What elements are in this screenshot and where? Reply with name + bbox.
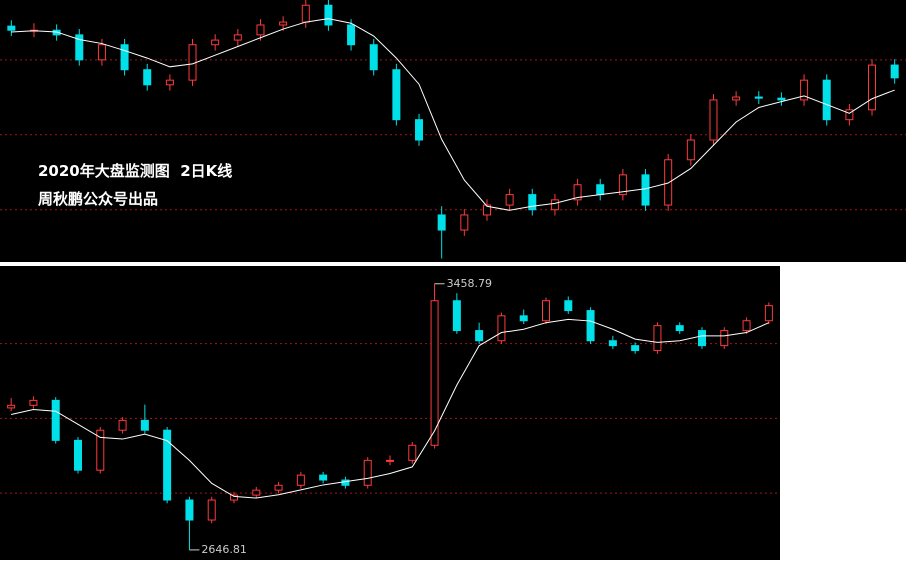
- candle-body: [608, 340, 617, 347]
- candle-body: [252, 489, 261, 496]
- top-panel: [0, 0, 906, 262]
- bottom-panel: [0, 266, 780, 560]
- candle-body: [363, 459, 372, 486]
- candle-body: [140, 419, 149, 431]
- candle-body: [497, 315, 506, 342]
- candle-body: [550, 199, 559, 211]
- candle-body: [143, 69, 152, 86]
- candle-body: [732, 96, 741, 101]
- candle-body: [7, 404, 16, 409]
- bottom-chart: 3458.79 2646.81: [0, 277, 780, 556]
- candle-body: [319, 474, 328, 481]
- candle-body: [845, 109, 854, 121]
- candle-body: [742, 320, 751, 332]
- candle-body: [296, 474, 305, 486]
- candle-body: [618, 174, 627, 196]
- candle-body: [482, 204, 491, 216]
- candle-body: [386, 459, 394, 462]
- candle-body: [686, 139, 695, 161]
- candle-body: [528, 194, 537, 211]
- candle-body: [97, 44, 106, 61]
- candle-body: [51, 399, 60, 441]
- candle-body: [118, 419, 127, 431]
- candle-body: [408, 444, 417, 461]
- candle-body: [256, 24, 265, 36]
- chart-title: 2020年大盘监测图 2日K线: [38, 162, 232, 180]
- candle-body: [96, 429, 105, 471]
- candle-body: [675, 325, 684, 332]
- candle-body: [165, 79, 174, 86]
- candle-body: [430, 300, 439, 446]
- top-chart: [0, 0, 906, 259]
- candle-body: [7, 25, 16, 31]
- candle-body: [777, 97, 786, 101]
- candle-body: [542, 300, 550, 322]
- ma-line: [11, 318, 770, 499]
- candle-body: [75, 34, 84, 61]
- candle-body: [868, 64, 877, 111]
- candle-body: [596, 184, 605, 196]
- candle-body: [52, 29, 61, 36]
- candle-body: [720, 330, 729, 347]
- candle-body: [185, 499, 194, 521]
- candle-body: [211, 39, 220, 46]
- candle-body: [698, 330, 706, 347]
- candle-body: [754, 96, 763, 99]
- candle-body: [822, 79, 831, 121]
- candle-body: [324, 4, 333, 26]
- candle-body: [279, 21, 288, 26]
- candle-body: [800, 79, 809, 101]
- candle-body: [475, 330, 484, 342]
- candle-body: [460, 214, 469, 231]
- candle-body: [207, 499, 216, 521]
- candle-body: [392, 69, 401, 121]
- candle-body: [631, 345, 640, 352]
- candle-body: [573, 184, 582, 201]
- candle-body: [74, 439, 82, 471]
- candle-body: [586, 310, 595, 342]
- candle-body: [230, 494, 238, 501]
- candle-body: [764, 305, 773, 322]
- candle-body: [163, 429, 172, 501]
- candle-body: [369, 44, 378, 71]
- candle-body: [653, 325, 662, 352]
- candle-body: [709, 99, 718, 141]
- candle-body: [120, 44, 129, 71]
- candle-body: [233, 34, 242, 41]
- candle-body: [505, 194, 514, 206]
- candle-body: [347, 24, 356, 46]
- candle-body: [29, 399, 38, 406]
- candle-body: [641, 174, 650, 206]
- candle-body: [519, 315, 528, 322]
- candle-body: [415, 119, 424, 141]
- candle-body: [437, 214, 446, 231]
- candle-body: [452, 300, 461, 332]
- chart-subtitle: 周秋鹏公众号出品: [38, 190, 158, 208]
- candle-body: [301, 4, 310, 23]
- min-label: 2646.81: [201, 543, 247, 556]
- candle-body: [274, 484, 283, 491]
- ma-line: [11, 18, 895, 211]
- candle-body: [890, 64, 899, 79]
- max-label: 3458.79: [447, 277, 493, 290]
- candle-body: [564, 300, 573, 312]
